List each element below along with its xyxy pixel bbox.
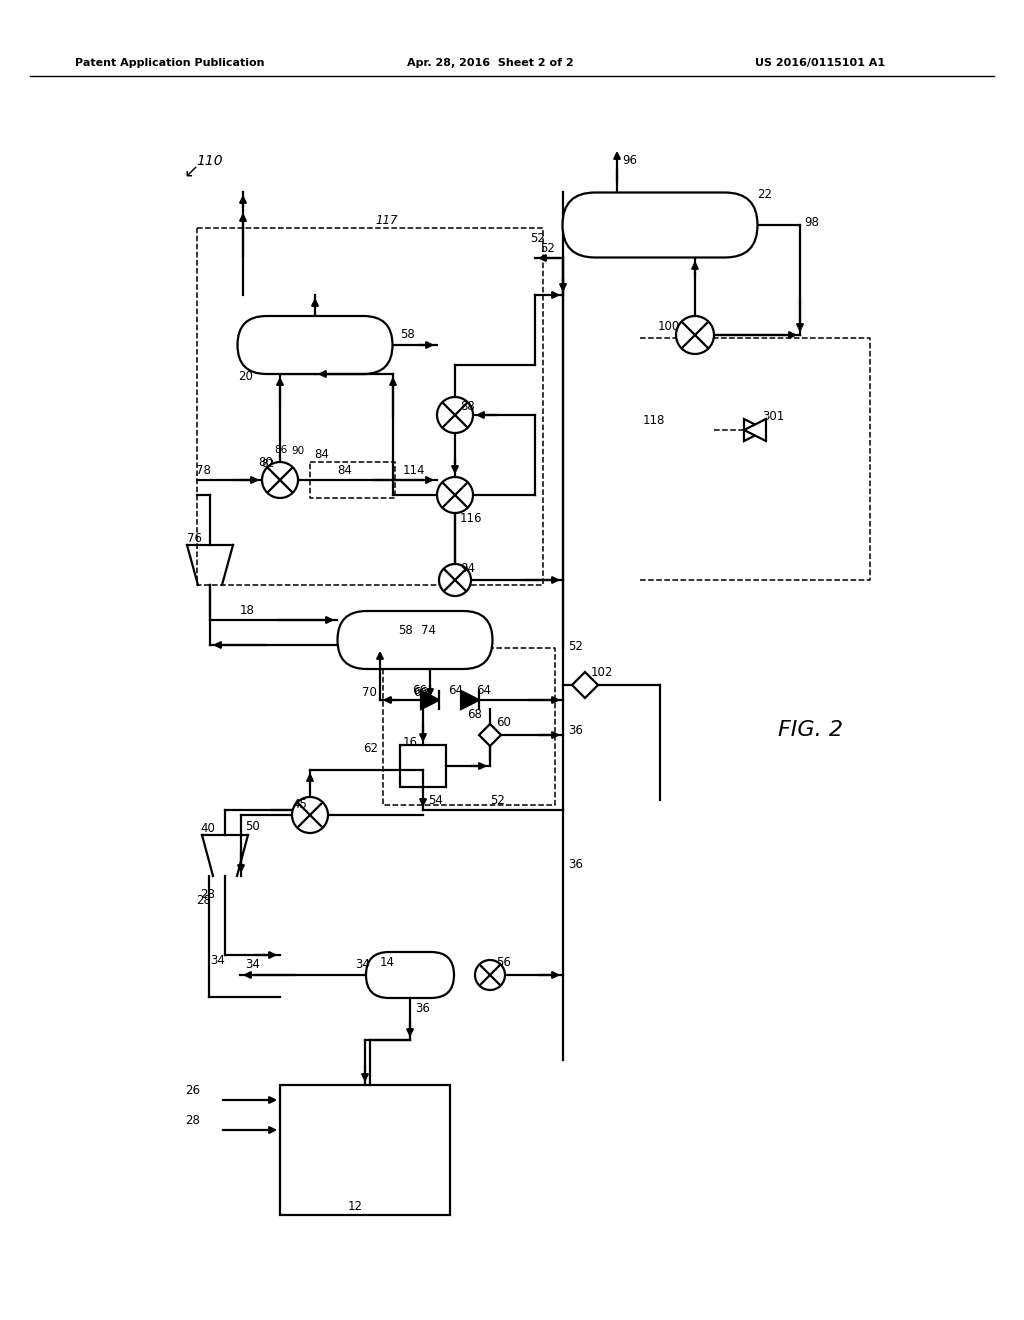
Circle shape <box>437 397 473 433</box>
Polygon shape <box>461 690 479 709</box>
Text: 28: 28 <box>200 888 215 902</box>
Text: 94: 94 <box>460 562 475 576</box>
Text: 80: 80 <box>258 455 272 469</box>
Text: 28: 28 <box>185 1114 200 1126</box>
Text: 118: 118 <box>643 413 666 426</box>
Text: 66: 66 <box>412 684 427 697</box>
Polygon shape <box>479 723 501 746</box>
Text: 40: 40 <box>200 821 215 834</box>
Text: 20: 20 <box>238 370 253 383</box>
Polygon shape <box>744 418 766 441</box>
Text: FIG. 2: FIG. 2 <box>777 719 843 741</box>
Polygon shape <box>572 672 598 698</box>
FancyBboxPatch shape <box>238 315 392 374</box>
Text: 84: 84 <box>314 449 329 462</box>
Text: 86: 86 <box>274 445 288 455</box>
Text: 116: 116 <box>460 511 482 524</box>
Text: 76: 76 <box>187 532 202 544</box>
Text: 34: 34 <box>211 953 225 966</box>
Text: 102: 102 <box>591 665 613 678</box>
Text: Patent Application Publication: Patent Application Publication <box>75 58 265 69</box>
Circle shape <box>262 462 298 498</box>
Text: 52: 52 <box>540 242 555 255</box>
Text: 301: 301 <box>762 409 784 422</box>
Text: 78: 78 <box>196 463 211 477</box>
Text: 36: 36 <box>415 1002 430 1015</box>
FancyBboxPatch shape <box>338 611 493 669</box>
Bar <box>280 1085 450 1214</box>
Text: 34: 34 <box>245 958 260 972</box>
Text: 84: 84 <box>337 463 352 477</box>
Text: ↙: ↙ <box>183 164 198 182</box>
Text: 98: 98 <box>804 216 819 230</box>
Text: 50: 50 <box>245 820 260 833</box>
Text: 90: 90 <box>291 446 304 455</box>
Text: 110: 110 <box>196 154 222 168</box>
Text: 64: 64 <box>476 684 490 697</box>
Text: 58: 58 <box>400 329 415 342</box>
Text: 26: 26 <box>185 1084 200 1097</box>
Circle shape <box>475 960 505 990</box>
Text: 74: 74 <box>421 623 436 636</box>
Text: 114: 114 <box>403 463 426 477</box>
FancyBboxPatch shape <box>366 952 454 998</box>
Text: 45: 45 <box>292 797 307 810</box>
Text: 28: 28 <box>196 894 211 907</box>
Text: 22: 22 <box>757 189 772 202</box>
Polygon shape <box>744 418 766 441</box>
Text: 96: 96 <box>622 153 637 166</box>
Text: 82: 82 <box>261 459 274 469</box>
Text: 36: 36 <box>568 858 583 871</box>
Text: 54: 54 <box>428 793 442 807</box>
Text: 52: 52 <box>530 231 545 244</box>
Text: 68: 68 <box>467 709 482 722</box>
Text: 52: 52 <box>568 639 583 652</box>
Text: 16: 16 <box>403 737 418 750</box>
Text: 18: 18 <box>240 603 255 616</box>
Text: 52: 52 <box>490 793 505 807</box>
Text: Apr. 28, 2016  Sheet 2 of 2: Apr. 28, 2016 Sheet 2 of 2 <box>407 58 573 69</box>
Text: 62: 62 <box>362 742 378 755</box>
Text: 34: 34 <box>355 958 370 972</box>
Text: 117: 117 <box>375 214 397 227</box>
Text: 70: 70 <box>362 685 377 698</box>
Text: 100: 100 <box>658 321 680 334</box>
Text: 66: 66 <box>413 685 428 698</box>
Text: 14: 14 <box>380 957 395 969</box>
Text: 12: 12 <box>348 1200 362 1213</box>
Circle shape <box>676 315 714 354</box>
Text: 58: 58 <box>398 623 413 636</box>
Circle shape <box>292 797 328 833</box>
Circle shape <box>439 564 471 597</box>
Bar <box>400 744 446 787</box>
Text: 60: 60 <box>496 717 511 730</box>
Text: 88: 88 <box>460 400 475 412</box>
Text: US 2016/0115101 A1: US 2016/0115101 A1 <box>755 58 885 69</box>
Text: 64: 64 <box>449 684 463 697</box>
FancyBboxPatch shape <box>562 193 758 257</box>
Polygon shape <box>421 690 439 709</box>
Text: 36: 36 <box>568 723 583 737</box>
Circle shape <box>437 477 473 513</box>
Text: 56: 56 <box>496 957 511 969</box>
